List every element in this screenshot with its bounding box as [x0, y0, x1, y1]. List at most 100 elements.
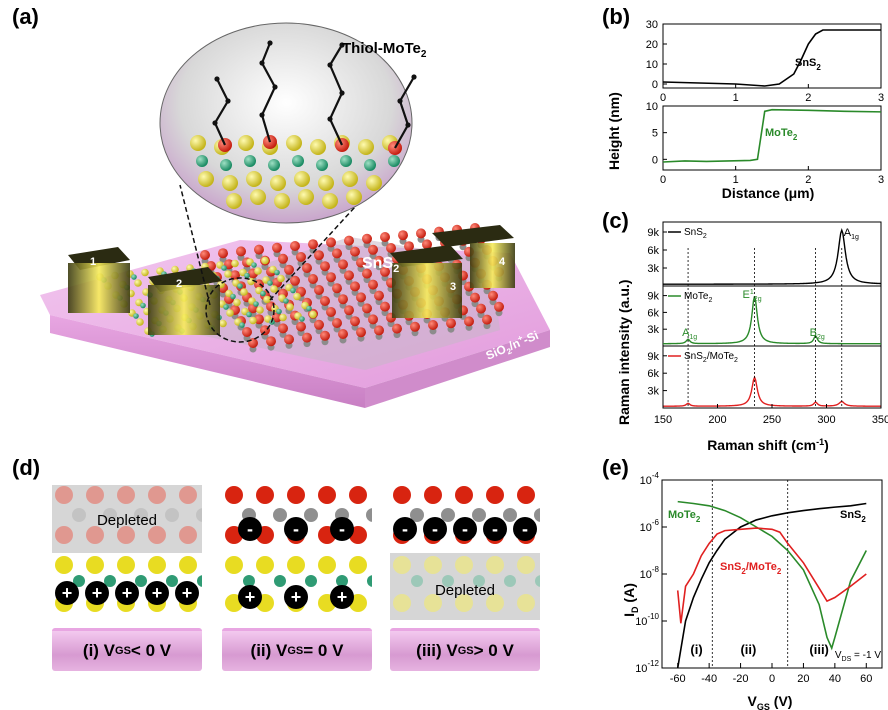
electron-circle: [423, 517, 447, 541]
mo-atom: [305, 575, 317, 587]
transfer-curve-SnS2/MoTe2: [676, 527, 867, 624]
sulfur-atom: [398, 230, 408, 241]
hole-symbol: +: [152, 583, 163, 603]
te-atom: [224, 270, 232, 278]
sulfur-atom: [410, 321, 420, 332]
y-tick-label: 3k: [647, 386, 659, 398]
sulfur-atom: [349, 486, 367, 504]
te-atom: [293, 292, 301, 301]
sulfur-atom: [272, 242, 282, 253]
x-tick-label: 40: [829, 673, 841, 685]
te-atom: [179, 556, 197, 574]
sulfur-atom: [386, 243, 396, 253]
te-atom: [250, 189, 266, 205]
x-tick-label: 250: [763, 414, 781, 426]
sulfur-atom: [380, 266, 390, 277]
sulfur-atom: [320, 330, 330, 341]
sulfur-atom: [236, 246, 246, 257]
te-atom: [55, 556, 73, 574]
mo-atom: [260, 290, 266, 297]
alkyl-chain: [394, 76, 415, 149]
x-tick-label: 0: [660, 92, 666, 104]
te-atom: [198, 171, 214, 187]
sulfur-atom: [464, 316, 474, 327]
mo-atom: [239, 322, 245, 328]
electron-circle: [513, 517, 537, 541]
sulfur-atom: [308, 239, 318, 250]
x-tick-label: 2: [805, 174, 811, 186]
sulfur-atom: [296, 321, 306, 332]
x-tick-label: -40: [701, 673, 717, 685]
sulfur-atom: [278, 253, 288, 264]
thiol-mote2-inset: [159, 22, 417, 224]
sulfur-atom: [308, 274, 318, 284]
sulfur-atom: [380, 301, 390, 312]
te-atom: [249, 316, 257, 325]
mo-atom: [290, 287, 296, 294]
y-tick-label: 10-6: [640, 518, 660, 534]
te-atom: [141, 268, 149, 277]
y-tick-label: 9k: [647, 351, 659, 363]
te-atom: [366, 175, 382, 191]
region-label: (iii): [809, 642, 829, 657]
sulfur-atom: [428, 320, 438, 330]
sns2-label: SnS2: [362, 255, 399, 275]
sulfur-atom: [225, 486, 243, 504]
sns2-curve-label: SnS2: [840, 509, 866, 524]
carbon-atom: [267, 40, 273, 46]
depletion-overlay: [52, 485, 202, 553]
mo-atom: [267, 280, 273, 286]
mo-atom: [268, 159, 280, 171]
y-tick-label: 0: [652, 154, 658, 166]
raman-spectrum-2: [662, 375, 882, 407]
x-tick-label: -20: [733, 673, 749, 685]
te-atom: [274, 193, 290, 209]
mo-atom: [253, 301, 259, 307]
te-atom: [233, 298, 241, 307]
heterojunction-curve-label: SnS2/MoTe2: [720, 561, 782, 576]
peak-label: A1g: [844, 227, 859, 241]
hole-symbol: +: [337, 587, 348, 607]
mo-atom: [131, 274, 137, 280]
te-atom: [277, 274, 285, 283]
mote2-profile-label: MoTe2: [765, 127, 798, 142]
te-atom: [294, 171, 310, 187]
sulfur-atom: [338, 329, 348, 339]
sulfur-atom: [393, 486, 411, 504]
hole-symbol: +: [62, 583, 73, 603]
y-tick-label: 9k: [647, 291, 659, 303]
sulfur-atom: [302, 263, 312, 273]
te-atom: [238, 135, 254, 151]
electron-circle: [330, 517, 354, 541]
x-tick-label: 2: [805, 92, 811, 104]
te-atom: [310, 139, 326, 155]
mo-atom: [388, 155, 400, 167]
mo-atom: [140, 302, 146, 309]
panel-e-chart: 10-12 10-10 10-8 10-6 10-4 -60 -40 -20 0 20 40 60 Mo…: [621, 471, 883, 710]
sulfur-atom: [446, 318, 456, 329]
sulfur-atom: [392, 323, 402, 334]
sulfur-atom: [344, 235, 354, 246]
sulfur-atom: [256, 486, 274, 504]
y-tick-label: 0: [652, 79, 658, 91]
electrode-3: 3: [390, 245, 463, 318]
sulfur-atom: [356, 292, 366, 303]
mo-atom: [283, 298, 289, 304]
hole-circle: [238, 585, 262, 609]
sulfur-atom: [332, 283, 342, 294]
sulfur-atom: [296, 252, 306, 262]
mo-atom: [166, 575, 178, 587]
zoom-line-left: [179, 184, 211, 306]
sns2-profile: [662, 29, 881, 87]
x-tick-label: 0: [769, 673, 775, 685]
te-atom: [298, 189, 314, 205]
electron-symbol: -: [247, 519, 253, 539]
plot-frame: [662, 105, 882, 171]
transfer-curve-SnS2: [676, 502, 867, 669]
mo-atom: [274, 269, 280, 276]
sulfur-atom: [332, 248, 342, 259]
legend-label: SnS2: [684, 227, 707, 240]
mo-atom: [276, 308, 282, 315]
te-atom: [226, 193, 242, 209]
depleted-label: Depleted: [435, 582, 495, 599]
